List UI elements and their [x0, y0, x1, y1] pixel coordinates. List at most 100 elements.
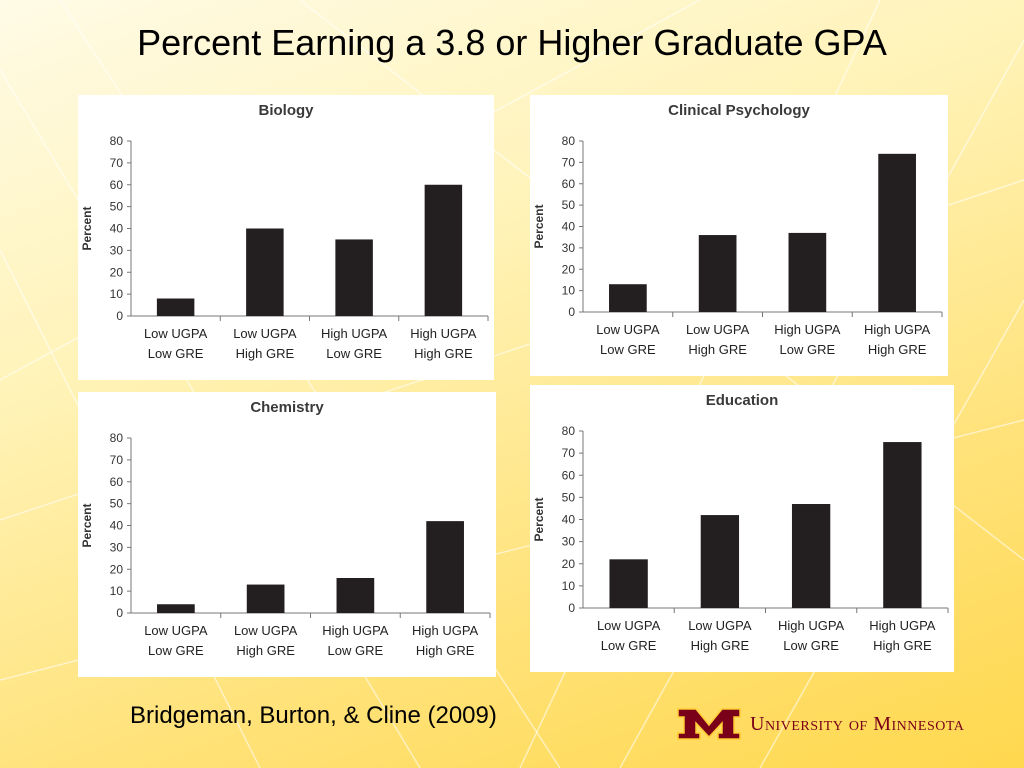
bar [426, 521, 464, 613]
y-tick-label: 0 [568, 601, 575, 615]
y-axis-label: Percent [80, 206, 94, 250]
chart-title: Chemistry [250, 399, 324, 416]
chart-title: Clinical Psychology [668, 102, 810, 119]
bar [609, 284, 647, 312]
y-tick-label: 50 [562, 198, 576, 212]
y-tick-label: 60 [110, 475, 124, 489]
x-tick-label: Low UGPA [686, 322, 750, 337]
y-axis-label: Percent [80, 503, 94, 547]
x-tick-label: High GRE [688, 342, 747, 357]
y-tick-label: 80 [562, 424, 576, 438]
x-tick-label: Low GRE [783, 638, 839, 653]
bar [609, 559, 648, 608]
x-tick-label: Low GRE [326, 346, 382, 361]
chart-title: Biology [259, 102, 315, 119]
chart-svg: Clinical Psychology Percent 0 10 20 30 40 50 60 7… [532, 102, 943, 357]
chart-panel-clinical-psychology: Clinical Psychology Percent 0 10 20 30 40 50 60 7… [530, 95, 948, 376]
x-tick-label: High GRE [691, 638, 750, 653]
x-tick-label: High UGPA [774, 322, 841, 337]
y-tick-label: 0 [116, 309, 123, 323]
logo-text: University of Minnesota [750, 713, 965, 735]
y-tick-label: 80 [110, 431, 124, 445]
y-axis-label: Percent [532, 497, 546, 541]
x-tick-label: High UGPA [864, 322, 931, 337]
x-tick-label: Low GRE [148, 643, 204, 658]
y-tick-label: 0 [568, 305, 575, 319]
x-tick-label: Low UGPA [233, 326, 297, 341]
y-tick-label: 20 [110, 562, 124, 576]
x-tick-label: Low UGPA [144, 326, 208, 341]
x-tick-label: High GRE [236, 643, 295, 658]
bar [878, 153, 916, 312]
y-tick-label: 60 [110, 178, 124, 192]
y-tick-label: 20 [562, 262, 576, 276]
x-tick-label: Low UGPA [596, 322, 660, 337]
x-tick-label: Low UGPA [144, 623, 208, 638]
bar [157, 604, 195, 613]
bar [788, 232, 827, 312]
bar [698, 235, 737, 312]
y-tick-label: 10 [110, 287, 124, 301]
y-axis-label: Percent [532, 204, 546, 248]
x-tick-label: High GRE [873, 638, 932, 653]
y-tick-label: 30 [562, 535, 576, 549]
y-tick-label: 10 [562, 579, 576, 593]
x-tick-label: High UGPA [321, 326, 388, 341]
bar [336, 578, 375, 613]
y-tick-label: 60 [562, 468, 576, 482]
x-tick-label: High UGPA [322, 623, 389, 638]
chart-title: Education [706, 392, 779, 409]
y-tick-label: 70 [110, 453, 124, 467]
chart-svg: Chemistry Percent 0 10 20 30 40 50 60 70 80 Low UGP… [80, 399, 491, 658]
x-tick-label: High UGPA [410, 326, 477, 341]
bar [156, 298, 195, 316]
y-tick-label: 50 [562, 490, 576, 504]
x-tick-label: High GRE [414, 346, 473, 361]
x-tick-label: High GRE [416, 643, 475, 658]
y-tick-label: 70 [110, 156, 124, 170]
x-tick-label: Low GRE [328, 643, 384, 658]
y-tick-label: 80 [110, 134, 124, 148]
chart-panel-education: Education Percent 0 10 20 30 40 50 60 70 80 Low UGP… [530, 385, 954, 672]
bar [246, 584, 285, 613]
y-tick-label: 70 [562, 155, 576, 169]
y-tick-label: 40 [110, 519, 124, 533]
x-tick-label: High UGPA [869, 618, 936, 633]
bar [246, 228, 284, 316]
y-tick-label: 70 [562, 446, 576, 460]
y-tick-label: 10 [110, 584, 124, 598]
x-tick-label: Low GRE [601, 638, 657, 653]
y-tick-label: 20 [110, 265, 124, 279]
bar [335, 239, 373, 316]
y-tick-label: 10 [562, 284, 576, 298]
x-tick-label: High GRE [868, 342, 927, 357]
x-tick-label: Low UGPA [234, 623, 298, 638]
x-tick-label: Low GRE [148, 346, 204, 361]
x-tick-label: High GRE [236, 346, 295, 361]
block-m-logo-icon: M [677, 708, 741, 740]
y-tick-label: 30 [562, 241, 576, 255]
y-tick-label: 40 [562, 513, 576, 527]
y-tick-label: 30 [110, 540, 124, 554]
x-tick-label: High UGPA [778, 618, 845, 633]
chart-panel-biology: Biology Percent 0 10 20 30 40 50 60 70 80 Low UGPA L… [78, 95, 494, 380]
y-tick-label: 20 [562, 557, 576, 571]
chart-panel-chemistry: Chemistry Percent 0 10 20 30 40 50 60 70 80 Low UGP… [78, 392, 496, 677]
y-tick-label: 80 [562, 134, 576, 148]
x-tick-label: Low UGPA [597, 618, 661, 633]
x-tick-label: Low GRE [780, 342, 836, 357]
citation: Bridgeman, Burton, & Cline (2009) [130, 702, 497, 729]
bar [883, 442, 922, 608]
slide-title: Percent Earning a 3.8 or Higher Graduate… [137, 22, 887, 63]
y-tick-label: 0 [116, 606, 123, 620]
y-tick-label: 60 [562, 177, 576, 191]
chart-svg: Education Percent 0 10 20 30 40 50 60 70 80 Low UGP… [532, 392, 949, 653]
y-tick-label: 40 [562, 220, 576, 234]
y-tick-label: 50 [110, 200, 124, 214]
bar [791, 504, 831, 608]
bar [700, 515, 740, 608]
x-tick-label: Low UGPA [688, 618, 752, 633]
y-tick-label: 40 [110, 222, 124, 236]
bar [424, 184, 463, 316]
y-tick-label: 30 [110, 243, 124, 257]
